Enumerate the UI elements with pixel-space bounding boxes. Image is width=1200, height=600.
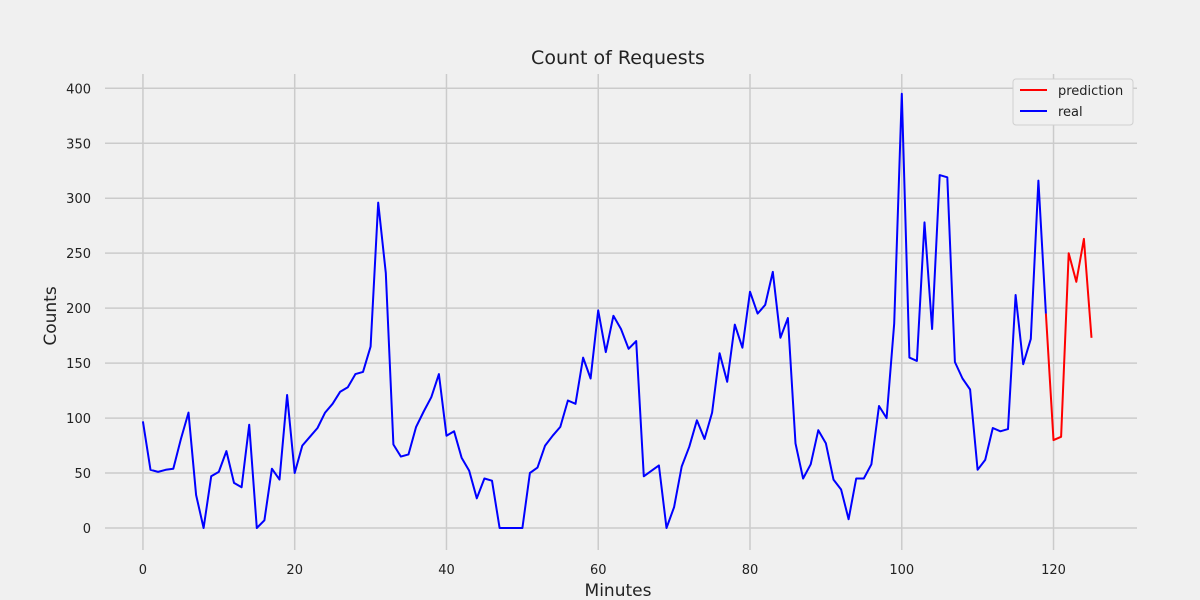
y-tick-label: 0: [83, 522, 91, 537]
y-tick-label: 200: [66, 302, 91, 317]
x-tick-label: 100: [889, 563, 914, 578]
y-tick-label: 50: [74, 467, 91, 482]
x-tick-label: 80: [742, 563, 759, 578]
grid: [105, 74, 1137, 550]
chart-title: Count of Requests: [531, 47, 705, 69]
y-tick-label: 100: [66, 412, 91, 427]
tick-labels: 0 50 100 150 200 250 300 350 400 0 20 40 60 80 100 120: [66, 82, 1066, 578]
y-tick-label: 350: [66, 137, 91, 152]
y-tick-label: 300: [66, 192, 91, 207]
y-axis-label: Counts: [41, 286, 61, 345]
legend-label-prediction: prediction: [1058, 84, 1123, 99]
x-tick-label: 20: [286, 563, 303, 578]
series-line-real: [141, 92, 1047, 529]
y-tick-label: 150: [66, 357, 91, 372]
x-tick-label: 0: [139, 563, 147, 578]
x-axis-label: Minutes: [585, 581, 652, 600]
legend-label-real: real: [1058, 105, 1083, 120]
y-tick-label: 400: [66, 82, 91, 97]
series-line-prediction: [1044, 237, 1093, 442]
legend: prediction real: [1012, 78, 1134, 126]
series-lines: [141, 92, 1093, 529]
x-tick-label: 120: [1041, 563, 1066, 578]
x-tick-label: 40: [438, 563, 455, 578]
y-tick-label: 250: [66, 247, 91, 262]
x-tick-label: 60: [590, 563, 607, 578]
